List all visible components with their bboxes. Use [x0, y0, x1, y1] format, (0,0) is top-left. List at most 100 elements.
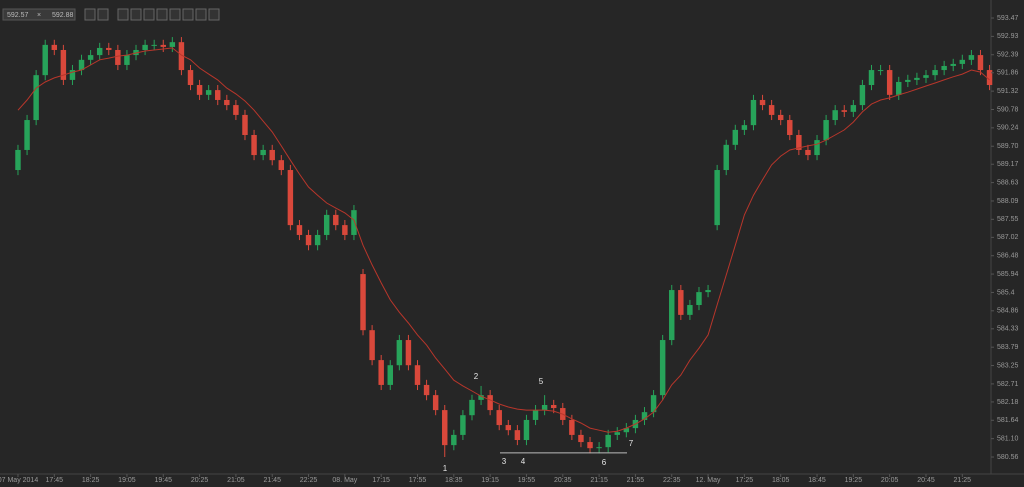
candle-body [224, 99, 230, 106]
candle-body [233, 105, 239, 115]
candle-body [650, 395, 657, 413]
x-tick-label: 08. May [332, 477, 357, 484]
candle-body [378, 360, 384, 385]
candle-body [151, 44, 157, 46]
candle-body [187, 70, 194, 86]
y-tick-label: 593.47 [997, 15, 1019, 22]
candle-body [923, 75, 929, 78]
candle-body [160, 44, 166, 47]
y-tick-label: 583.25 [997, 362, 1019, 369]
candle-body [278, 160, 285, 171]
x-tick-label: 20:05 [881, 477, 899, 484]
y-tick-label: 587.55 [997, 216, 1019, 223]
candle-body [623, 428, 630, 433]
x-tick-label: 19:45 [154, 477, 172, 484]
annotation: 1 [443, 464, 448, 473]
y-tick-label: 590.78 [997, 106, 1019, 113]
candle-body [759, 99, 766, 106]
candle-body [106, 47, 112, 50]
candle-body [287, 170, 294, 226]
x-tick-label: 18:05 [772, 477, 790, 484]
x-tick-label: 12. May [696, 477, 721, 484]
candle-body [859, 85, 866, 106]
candle-body [950, 63, 956, 66]
candle-body [678, 290, 684, 315]
candle-body [896, 81, 902, 95]
tool-button[interactable] [208, 8, 220, 21]
candle-body [605, 434, 611, 448]
x-tick-label: 22:25 [300, 477, 318, 484]
candle-body [659, 340, 666, 396]
zoom-in-button[interactable] [84, 8, 96, 21]
y-tick-label: 582.18 [997, 399, 1019, 406]
x-tick-label: 22:35 [663, 477, 681, 484]
candle-body [432, 395, 439, 411]
x-tick-label: 17:15 [372, 477, 390, 484]
candle-body [696, 292, 702, 306]
y-tick-label: 592.93 [997, 33, 1019, 40]
candle-body [977, 55, 984, 71]
y-tick-label: 592.39 [997, 52, 1019, 59]
candle-body [487, 395, 493, 411]
tool-button[interactable] [130, 8, 142, 21]
tool-button[interactable] [169, 8, 181, 21]
candle-body [832, 110, 838, 121]
candle-body [750, 99, 757, 126]
candle-body [260, 149, 266, 156]
candle-body [850, 105, 857, 112]
zoom-out-button[interactable] [97, 8, 109, 21]
tool-button[interactable] [117, 8, 129, 21]
candle-body [387, 365, 393, 385]
candle-body [777, 114, 784, 121]
y-tick-label: 581.64 [997, 417, 1019, 424]
x-tick-label: 07 May 2014 [0, 477, 38, 484]
annotation: 2 [474, 372, 479, 381]
x-tick-label: 20:35 [554, 477, 572, 484]
candle-body [641, 412, 648, 420]
candle-body [360, 274, 366, 331]
toolbar: 592.57 × 592.88 [2, 8, 220, 21]
y-tick-label: 581.10 [997, 435, 1019, 442]
candle-body [732, 129, 739, 145]
y-tick-label: 582.71 [997, 381, 1019, 388]
candle-body [478, 395, 484, 400]
candle-body [541, 404, 548, 411]
y-tick-label: 584.33 [997, 326, 1019, 333]
candle-body [78, 59, 85, 71]
annotation: 4 [521, 457, 526, 466]
x-tick-label: 20:25 [191, 477, 209, 484]
candle-body [787, 120, 793, 135]
candle-body [469, 399, 475, 416]
candle-body [877, 70, 884, 72]
candle-body [986, 70, 993, 86]
candle-body [115, 49, 121, 65]
y-tick-label: 585.94 [997, 271, 1019, 278]
x-tick-label: 17:25 [736, 477, 754, 484]
candle-body [578, 434, 584, 443]
candle-body [178, 42, 185, 71]
candle-body [451, 434, 457, 446]
candle-body [959, 59, 966, 64]
candle-body [614, 432, 620, 435]
tool-button[interactable] [195, 8, 207, 21]
price-fields[interactable] [2, 8, 76, 21]
tool-button[interactable] [143, 8, 155, 21]
x-tick-label: 18:45 [808, 477, 826, 484]
tool-button[interactable] [156, 8, 168, 21]
candle-body [723, 144, 729, 171]
y-tick-label: 588.63 [997, 179, 1019, 186]
x-tick-label: 21:55 [627, 477, 645, 484]
candle-body [33, 75, 39, 121]
x-tick-label: 21:45 [263, 477, 281, 484]
candle-body [596, 447, 602, 449]
candle-body [24, 120, 30, 150]
candle-body [314, 234, 321, 246]
candle-body [369, 330, 375, 361]
candle-body [269, 149, 275, 161]
candle-body [914, 77, 920, 80]
tool-button[interactable] [182, 8, 194, 21]
field-b: 592.88 [52, 12, 74, 19]
candle-body [741, 125, 748, 130]
